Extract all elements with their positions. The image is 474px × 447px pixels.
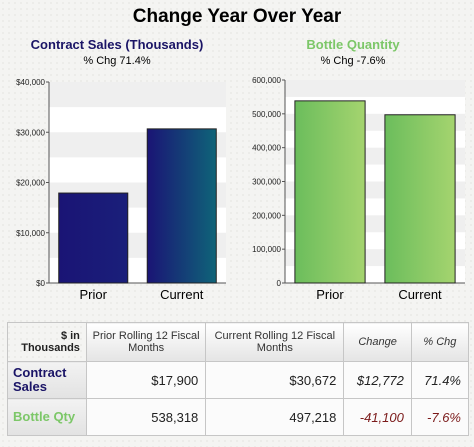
cell-prior: 538,318 <box>85 398 207 436</box>
y-tick-label: 100,000 <box>252 245 281 254</box>
y-tick-label: 400,000 <box>252 144 281 153</box>
y-tick-label: $20,000 <box>16 179 45 188</box>
y-tick-label: 300,000 <box>252 178 281 187</box>
col-current-header: Current Rolling 12 Fiscal Months <box>205 322 345 362</box>
y-tick-label: $30,000 <box>16 128 45 137</box>
cell-change: -41,100 <box>343 398 412 436</box>
x-tick-label: Current <box>398 287 442 302</box>
table-row: Contract Sales $17,900 $30,672 $12,772 7… <box>7 361 470 399</box>
y-tick-label: 200,000 <box>252 211 281 220</box>
dashboard-title: Change Year Over Year <box>132 6 342 27</box>
table-corner-header: $ in Thousands <box>7 322 87 362</box>
x-tick-label: Prior <box>80 287 108 302</box>
y-tick-label: 600,000 <box>252 76 281 85</box>
col-change-header: Change <box>343 322 412 362</box>
bar-current <box>384 114 456 284</box>
bottle-quantity-chart: 0 100,000 200,000 300,000 400,000 500,000 600,… <box>252 76 465 302</box>
bar-current <box>146 128 217 284</box>
bar-prior <box>294 100 366 284</box>
y-tick-label: $0 <box>36 279 45 288</box>
table-row: Bottle Qty 538,318 497,218 -41,100 -7.6% <box>7 398 470 436</box>
plot-band <box>285 80 465 97</box>
y-tick-label: 500,000 <box>252 110 281 119</box>
chart2-title: Bottle Quantity <box>306 37 400 52</box>
y-tick-label: 0 <box>277 279 282 288</box>
bar-prior <box>58 192 129 284</box>
row-label-bottle-qty: Bottle Qty <box>7 398 87 436</box>
row-label-contract-sales: Contract Sales <box>7 361 87 399</box>
col-pct-header: % Chg <box>410 322 470 362</box>
table-header-row: $ in Thousands Prior Rolling 12 Fiscal M… <box>7 322 470 362</box>
col-prior-header: Prior Rolling 12 Fiscal Months <box>85 322 207 362</box>
x-tick-label: Prior <box>316 287 344 302</box>
cell-change: $12,772 <box>343 361 412 399</box>
contract-sales-chart: $0 $10,000 $20,000 $30,000 $40,000 Prior Curre… <box>16 78 226 302</box>
x-tick-label: Current <box>160 287 204 302</box>
cell-prior: $17,900 <box>85 361 207 399</box>
plot-band <box>49 82 226 108</box>
chart1-title: Contract Sales (Thousands) <box>30 37 204 52</box>
chart2-subtitle: % Chg -7.6% <box>320 55 386 67</box>
cell-pct: -7.6% <box>410 398 470 436</box>
cell-pct: 71.4% <box>410 361 470 399</box>
chart1-subtitle: % Chg 71.4% <box>83 55 151 67</box>
summary-table: $ in Thousands Prior Rolling 12 Fiscal M… <box>7 322 470 436</box>
y-tick-label: $40,000 <box>16 78 45 87</box>
cell-current: 497,218 <box>205 398 345 436</box>
y-tick-label: $10,000 <box>16 229 45 238</box>
cell-current: $30,672 <box>205 361 345 399</box>
